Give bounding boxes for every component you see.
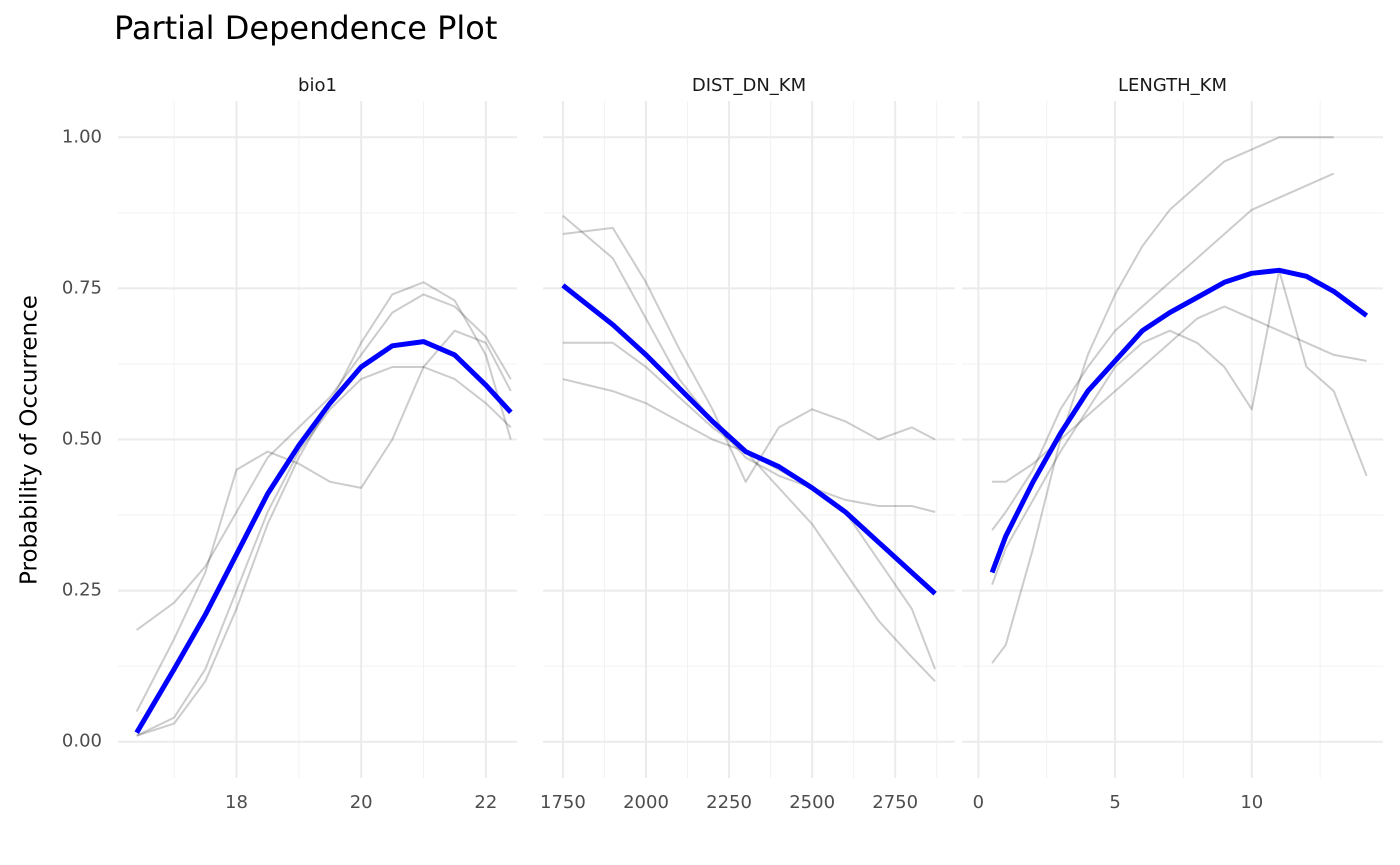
x-tick-label: 2500 bbox=[789, 792, 835, 813]
facet-label: LENGTH_KM bbox=[1118, 75, 1227, 96]
x-tick-label: 20 bbox=[350, 792, 373, 813]
y-axis-label: Probability of Occurrence bbox=[17, 295, 43, 585]
mean-line bbox=[561, 283, 937, 596]
chart-title: Partial Dependence Plot bbox=[114, 9, 497, 47]
x-tick-label: 2000 bbox=[623, 792, 669, 813]
y-tick-label: 0.25 bbox=[62, 580, 102, 601]
sample-line bbox=[136, 366, 512, 737]
y-tick-label: 1.00 bbox=[62, 126, 102, 147]
sample-line bbox=[992, 305, 1367, 483]
x-tick-label: 22 bbox=[474, 792, 497, 813]
x-tick-label: 2750 bbox=[872, 792, 918, 813]
facet-label: bio1 bbox=[298, 75, 337, 96]
sample-line bbox=[991, 172, 1335, 531]
sample-line bbox=[136, 281, 512, 737]
x-tick-label: 18 bbox=[225, 792, 248, 813]
sample-line bbox=[991, 269, 1368, 585]
x-tick-label: 10 bbox=[1240, 792, 1263, 813]
y-tick-label: 0.75 bbox=[62, 277, 102, 298]
y-tick-label: 0.50 bbox=[62, 429, 102, 450]
sample-line bbox=[562, 215, 937, 670]
facet-label: DIST_DN_KM bbox=[692, 75, 806, 96]
sample-line bbox=[991, 136, 1334, 664]
sample-line bbox=[562, 226, 936, 483]
x-tick-label: 0 bbox=[973, 792, 984, 813]
mean-line bbox=[989, 267, 1369, 574]
y-tick-label: 0.00 bbox=[62, 731, 102, 752]
mean-line bbox=[134, 339, 513, 734]
sample-line bbox=[562, 341, 936, 682]
sample-line bbox=[136, 293, 512, 631]
x-tick-label: 5 bbox=[1109, 792, 1120, 813]
sample-line bbox=[562, 378, 936, 513]
sample-line bbox=[135, 329, 512, 712]
x-tick-label: 1750 bbox=[540, 792, 586, 813]
x-tick-label: 2250 bbox=[706, 792, 752, 813]
